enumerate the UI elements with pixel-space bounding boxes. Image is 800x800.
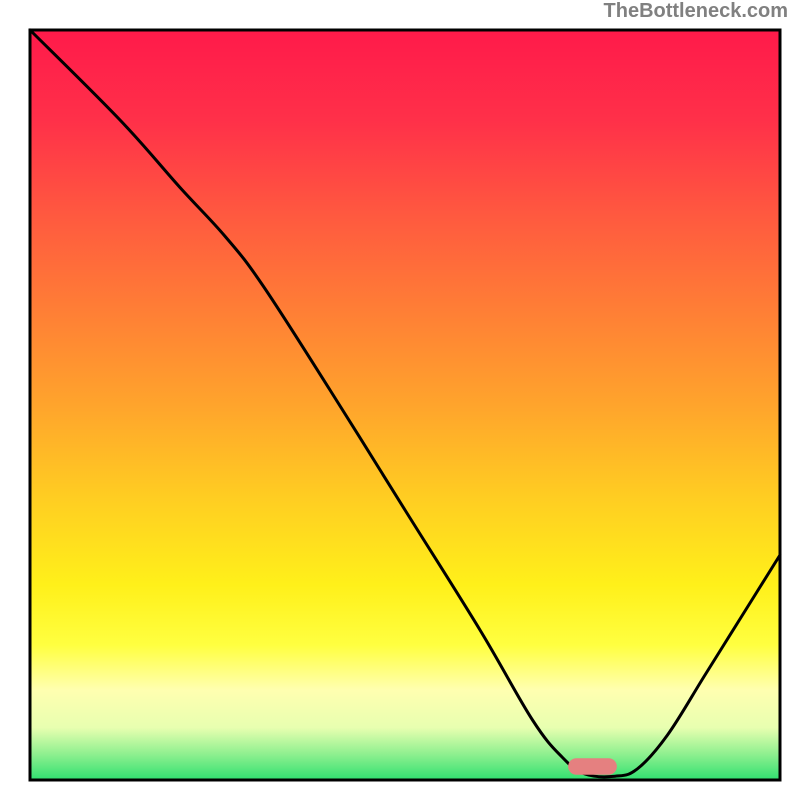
watermark-text: TheBottleneck.com <box>604 0 788 23</box>
bottleneck-chart <box>0 0 800 800</box>
chart-container: TheBottleneck.com <box>0 0 800 800</box>
optimal-marker <box>568 758 617 775</box>
